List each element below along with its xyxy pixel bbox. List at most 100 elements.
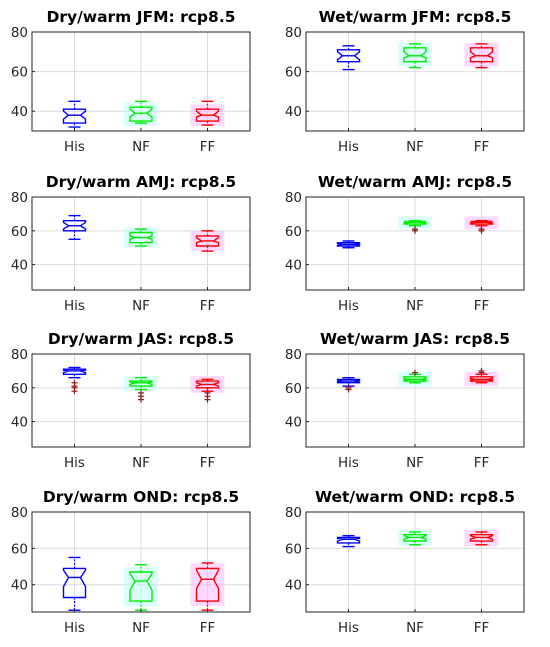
box-body [129, 106, 153, 122]
box-body [403, 376, 427, 382]
box-body [336, 378, 361, 384]
subplot: Wet/warm OND: rcp8.5 40 60 80 His NF FF [285, 488, 525, 636]
y-tick-label: 80 [11, 25, 28, 41]
box-shading [124, 376, 158, 392]
x-tick-label: FF [200, 620, 216, 636]
subplot-title: Wet/warm JAS: rcp8.5 [320, 330, 510, 348]
x-tick-label: FF [200, 455, 216, 471]
box-body [62, 219, 87, 232]
y-tick-label: 60 [285, 224, 302, 240]
box-his [62, 100, 87, 128]
box-his [62, 366, 87, 395]
box-ff [190, 562, 225, 611]
box-body [129, 380, 153, 387]
x-tick-label: His [64, 298, 85, 314]
x-tick-label: NF [406, 620, 424, 636]
box-nf [124, 100, 158, 127]
x-tick-label: His [64, 455, 85, 471]
box-his [336, 240, 361, 249]
x-tick-label: His [338, 455, 359, 471]
subplot: Wet/warm AMJ: rcp8.5 40 60 80 His NF FF [285, 173, 525, 314]
box-body [62, 108, 87, 124]
box-nf [398, 529, 432, 547]
x-tick-label: NF [406, 139, 424, 155]
box-body [336, 241, 361, 247]
outlier-point [412, 226, 418, 233]
box-body [403, 534, 427, 542]
box-body [469, 534, 494, 542]
y-tick-label: 60 [285, 381, 302, 397]
subplot-title: Dry/warm JFM: rcp8.5 [46, 8, 235, 26]
y-tick-label: 80 [285, 190, 302, 206]
box-body [195, 380, 220, 389]
x-tick-label: FF [200, 298, 216, 314]
box-ff [464, 367, 499, 387]
box-body [469, 220, 494, 225]
box-body [195, 108, 220, 122]
x-tick-label: NF [132, 455, 150, 471]
subplot: Wet/warm JAS: rcp8.5 40 60 80 His NF FF [285, 330, 525, 471]
box-body [403, 220, 427, 225]
box-body [129, 231, 153, 244]
box-ff [464, 42, 499, 69]
y-tick-label: 60 [11, 224, 28, 240]
subplot: Dry/warm OND: rcp8.5 40 60 80 His NF FF [11, 488, 251, 636]
box-shading [464, 42, 499, 67]
box-his [336, 534, 361, 548]
subplot-title: Wet/warm AMJ: rcp8.5 [318, 173, 512, 191]
outlier-point [478, 367, 485, 374]
x-tick-label: NF [406, 298, 424, 314]
x-tick-label: His [338, 298, 359, 314]
box-nf [398, 42, 432, 69]
outlier-point [71, 379, 78, 386]
y-tick-label: 40 [285, 578, 302, 594]
x-tick-label: His [338, 139, 359, 155]
x-tick-label: His [64, 139, 85, 155]
x-tick-label: FF [474, 298, 490, 314]
box-shading [398, 42, 432, 67]
y-tick-label: 40 [285, 104, 302, 120]
x-tick-label: FF [474, 455, 490, 471]
y-tick-label: 40 [11, 415, 28, 431]
x-tick-label: NF [132, 298, 150, 314]
x-tick-label: NF [132, 620, 150, 636]
x-tick-label: NF [132, 139, 150, 155]
box-ff [464, 529, 499, 547]
x-tick-label: FF [474, 620, 490, 636]
x-tick-label: FF [200, 139, 216, 155]
box-body [403, 47, 427, 63]
box-body [336, 536, 361, 544]
box-body [336, 49, 361, 63]
x-tick-label: His [64, 620, 85, 636]
box-body [469, 47, 494, 63]
y-tick-label: 40 [11, 104, 28, 120]
subplot-title: Wet/warm OND: rcp8.5 [315, 488, 515, 506]
subplot-title: Wet/warm JFM: rcp8.5 [319, 8, 512, 26]
y-tick-label: 40 [11, 258, 28, 274]
box-shading [124, 567, 158, 607]
outlier-point [478, 226, 485, 233]
y-tick-label: 80 [11, 347, 28, 363]
y-tick-label: 40 [285, 415, 302, 431]
box-nf [124, 376, 158, 403]
box-ff [190, 376, 225, 403]
subplot: Wet/warm JFM: rcp8.5 40 60 80 His NF FF [285, 8, 525, 155]
y-tick-label: 80 [285, 505, 302, 521]
grid [306, 353, 524, 447]
x-tick-label: FF [474, 139, 490, 155]
box-body [62, 567, 87, 599]
box-ff [190, 100, 225, 127]
box-body [469, 376, 494, 382]
y-tick-label: 40 [285, 258, 302, 274]
box-ff [464, 216, 499, 234]
y-tick-label: 80 [285, 347, 302, 363]
outlier-point [138, 389, 144, 396]
y-tick-label: 60 [11, 381, 28, 397]
box-body [62, 368, 87, 375]
y-tick-label: 60 [11, 65, 28, 81]
y-tick-label: 60 [285, 541, 302, 557]
y-tick-label: 80 [285, 25, 302, 41]
subplot: Dry/warm JAS: rcp8.5 40 60 80 His NF FF [11, 330, 251, 471]
